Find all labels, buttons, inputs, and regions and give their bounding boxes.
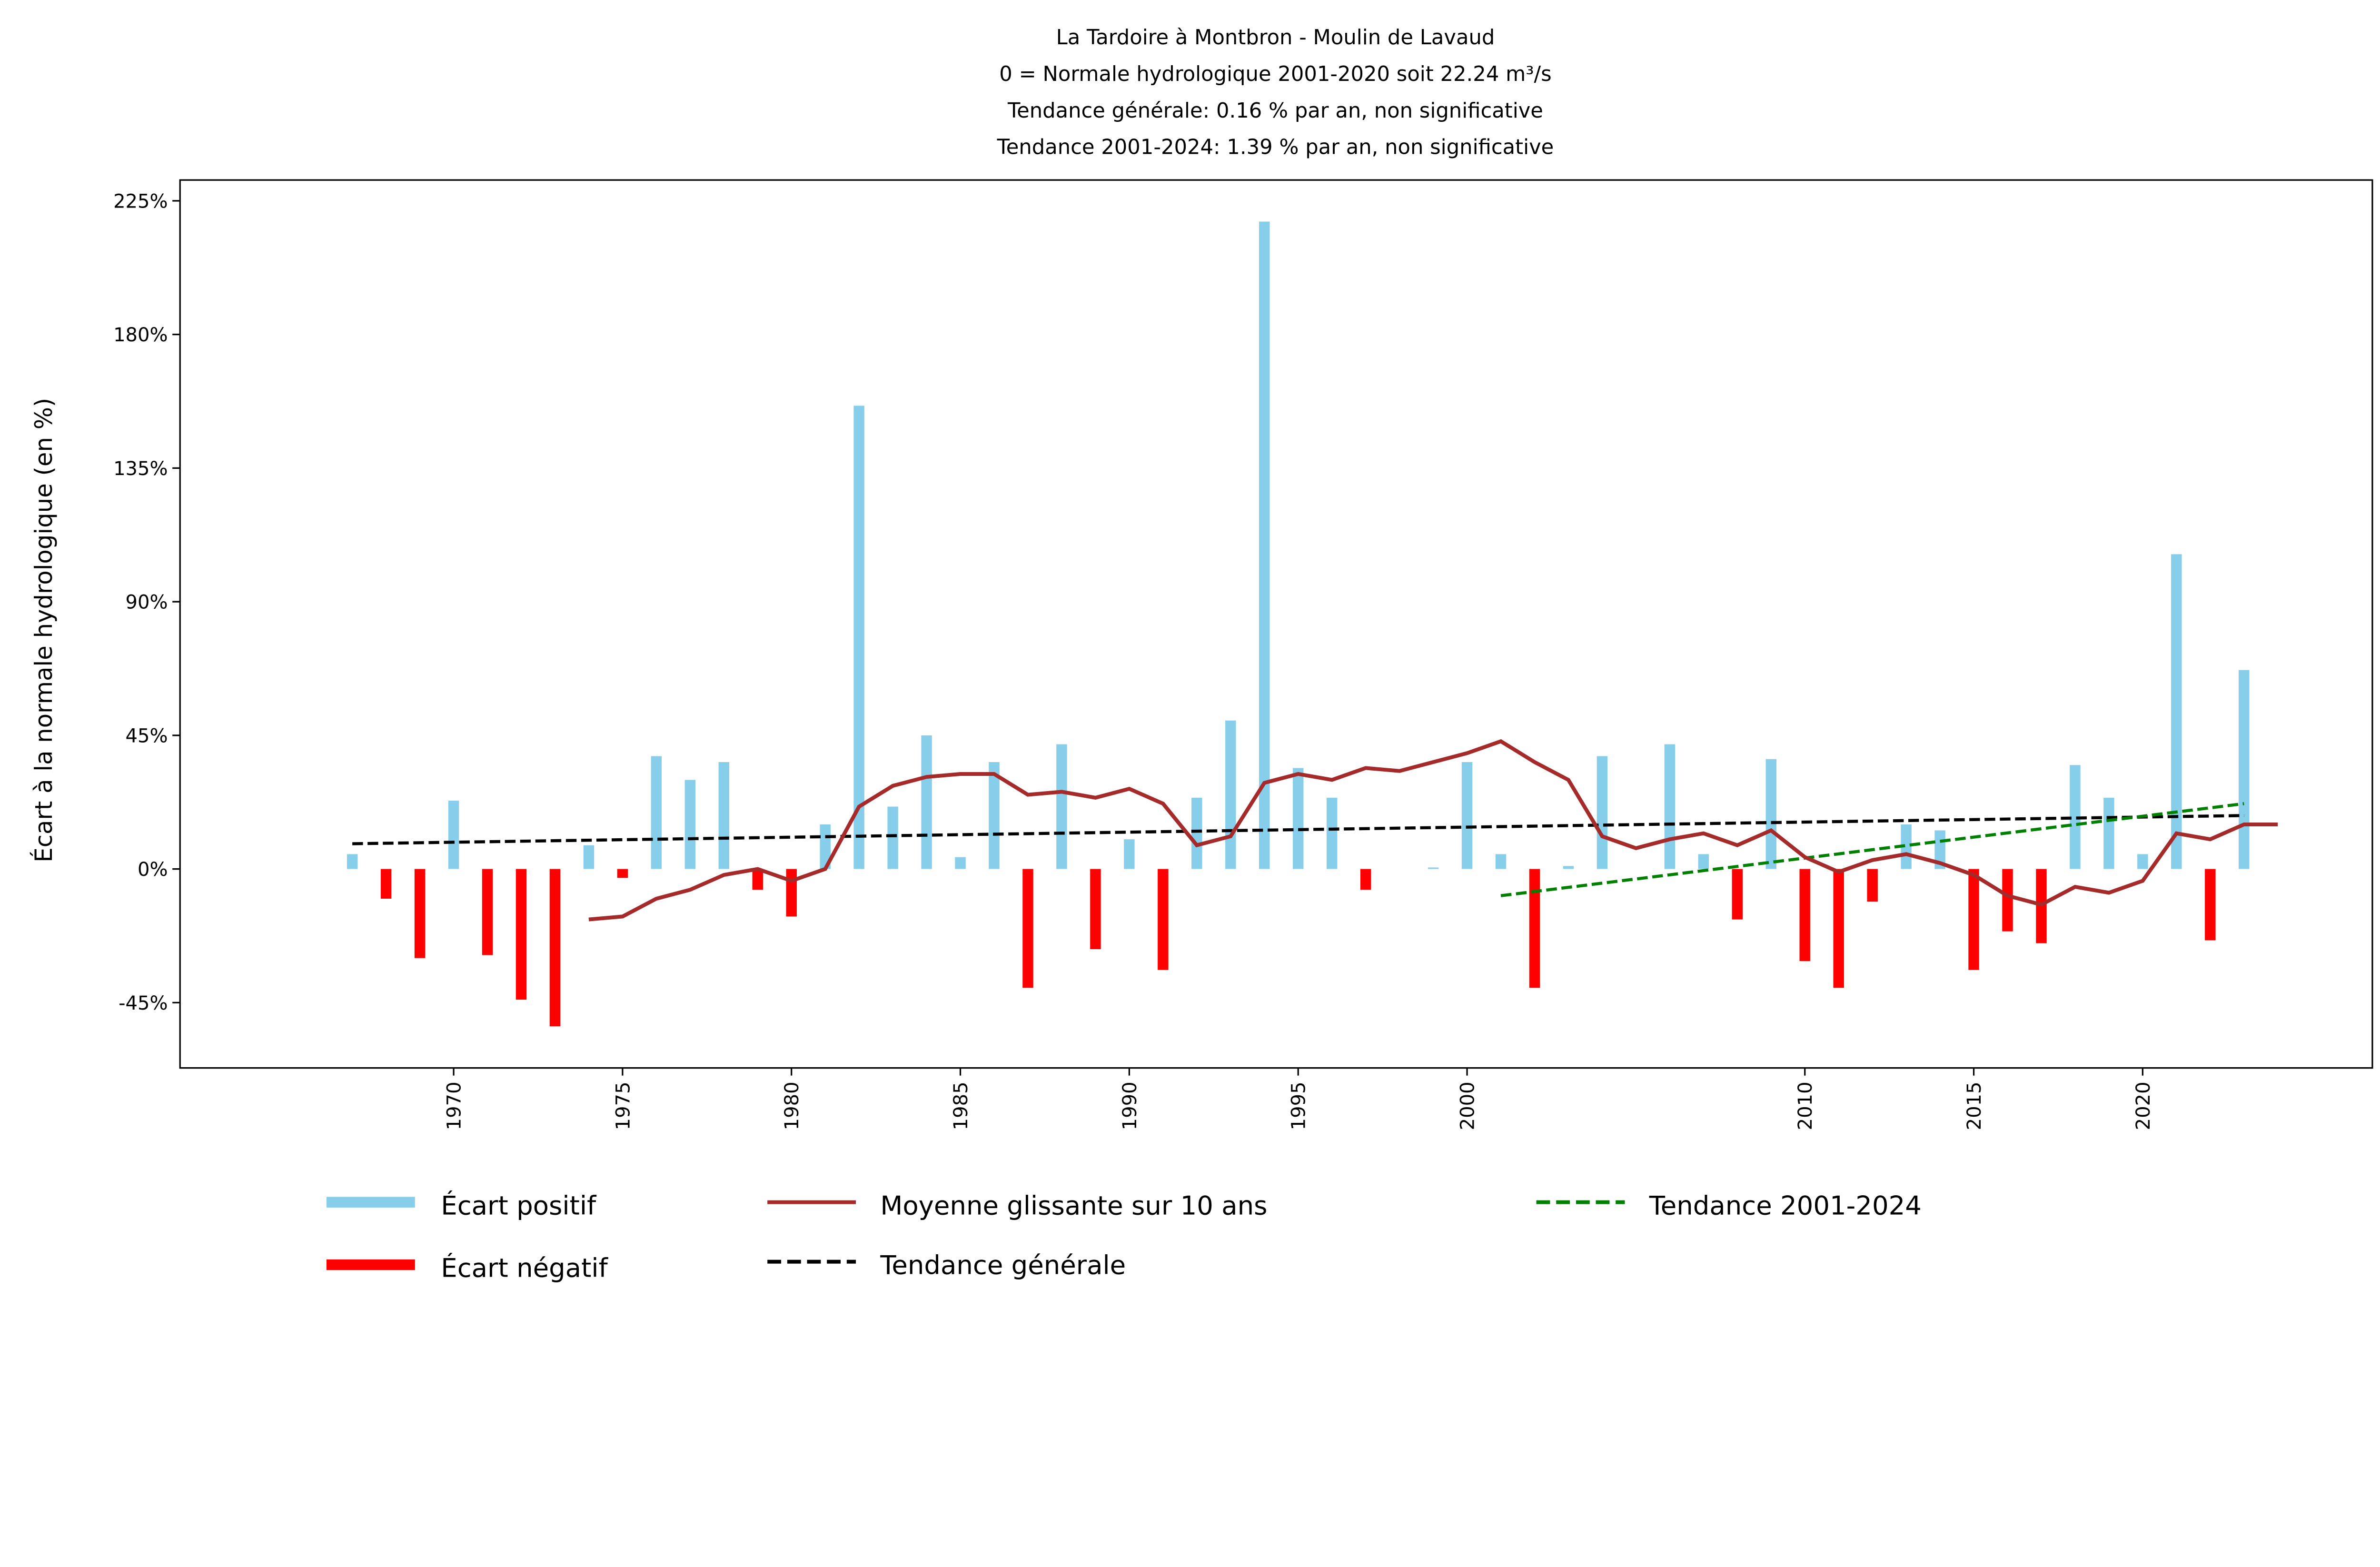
bar-1972 [516,869,527,1000]
x-tick-label: 1975 [612,1081,634,1130]
bar-1994 [1259,221,1270,869]
chart: La Tardoire à Montbron - Moulin de Lavau… [30,26,2373,1283]
bar-2012 [1867,869,1878,902]
bar-2004 [1597,756,1608,869]
y-axis-label: Écart à la normale hydrologique (en %) [30,398,58,863]
bar-1968 [380,869,392,899]
x-tick-label: 1985 [950,1081,972,1130]
trend-recent-line [1500,802,2244,897]
legend-label-positive: Écart positif [441,1190,597,1220]
bar-1993 [1225,720,1236,869]
x-tick-label: 2020 [2132,1081,2154,1130]
bar-1991 [1158,869,1169,970]
y-tick-label: 90% [126,592,168,614]
bar-1984 [921,735,932,869]
bar-1974 [583,845,595,869]
x-axis: 1970 1975 1980 1985 1990 1995 2000 2010 2015 2020 [443,1068,2154,1130]
bar-2008 [1732,869,1743,920]
bar-1988 [1056,744,1067,869]
bar-1986 [989,762,1000,869]
x-tick-label: 2010 [1795,1081,1816,1130]
y-tick-label: 45% [126,725,168,747]
bar-1995 [1292,768,1304,869]
x-tick-label: 1980 [781,1081,803,1130]
bar-2000 [1461,762,1473,869]
x-tick-label: 1990 [1119,1081,1141,1130]
trend-general-line [352,814,2244,845]
bar-1997 [1360,869,1371,890]
bar-2006 [1664,744,1676,869]
x-tick-label: 1970 [443,1081,465,1130]
bar-1970 [448,801,459,869]
bar-1982 [853,406,864,869]
bar-1996 [1326,797,1338,869]
bar-1989 [1090,869,1101,950]
bar-2023 [2239,670,2250,869]
y-tick-label: 180% [113,324,168,346]
chart-marks [347,221,2278,1027]
bar-1976 [651,756,662,869]
title-line-1: La Tardoire à Montbron - Moulin de Lavau… [1056,26,1495,50]
bar-1999 [1428,867,1439,869]
x-tick-label: 1995 [1288,1081,1310,1130]
bar-1969 [414,869,426,958]
bar-2007 [1698,854,1709,869]
bar-1977 [684,780,696,869]
x-tick-label: 2000 [1457,1081,1478,1130]
moving-average-line [588,739,2278,922]
bar-2013 [1901,824,1912,869]
bar-2016 [2002,869,2013,932]
title-line-4: Tendance 2001-2024: 1.39 % par an, non s… [997,136,1554,159]
plot-frame [179,179,2373,1069]
bar-2021 [2171,554,2182,869]
legend-label-negative: Écart négatif [441,1253,608,1283]
y-axis: -45% 0% 45% 90% 135% 180% 225% [113,190,180,1014]
chart-title: La Tardoire à Montbron - Moulin de Lavau… [997,26,1554,159]
y-tick-label: 135% [113,458,168,480]
bar-1971 [482,869,493,955]
bar-1987 [1022,869,1033,988]
bar-1985 [955,857,966,869]
bar-2002 [1529,869,1540,988]
bar-1973 [549,869,561,1027]
bar-2020 [2137,854,2148,869]
bar-1978 [718,762,729,869]
bar-1992 [1191,797,1202,869]
x-tick-label: 2015 [1964,1081,1985,1130]
bar-1967 [347,854,358,869]
bar-2018 [2070,765,2081,869]
bar-2022 [2205,869,2216,941]
legend-label-trend-general: Tendance générale [880,1250,1126,1280]
title-line-2: 0 = Normale hydrologique 2001-2020 soit … [999,62,1551,86]
bar-1975 [617,869,628,878]
title-line-3: Tendance générale: 0.16 % par an, non si… [1007,99,1543,123]
bar-2015 [1968,869,1979,970]
legend: Écart positif Écart négatif Moyenne glis… [326,1190,1922,1283]
bar-2010 [1799,869,1810,961]
bar-2003 [1563,866,1574,869]
bar-1983 [887,806,898,869]
y-tick-label: 0% [138,859,168,881]
bar-2011 [1833,869,1844,988]
legend-label-trend-recent: Tendance 2001-2024 [1649,1190,1922,1220]
y-tick-label: -45% [119,992,168,1014]
bar-1980 [786,869,797,917]
bar-1990 [1124,839,1135,869]
bar-2009 [1765,759,1776,869]
bar-1979 [752,869,763,890]
bar-2019 [2103,797,2114,869]
legend-label-moving-average: Moyenne glissante sur 10 ans [880,1190,1267,1220]
bar-2001 [1495,854,1507,869]
y-tick-label: 225% [113,190,168,212]
